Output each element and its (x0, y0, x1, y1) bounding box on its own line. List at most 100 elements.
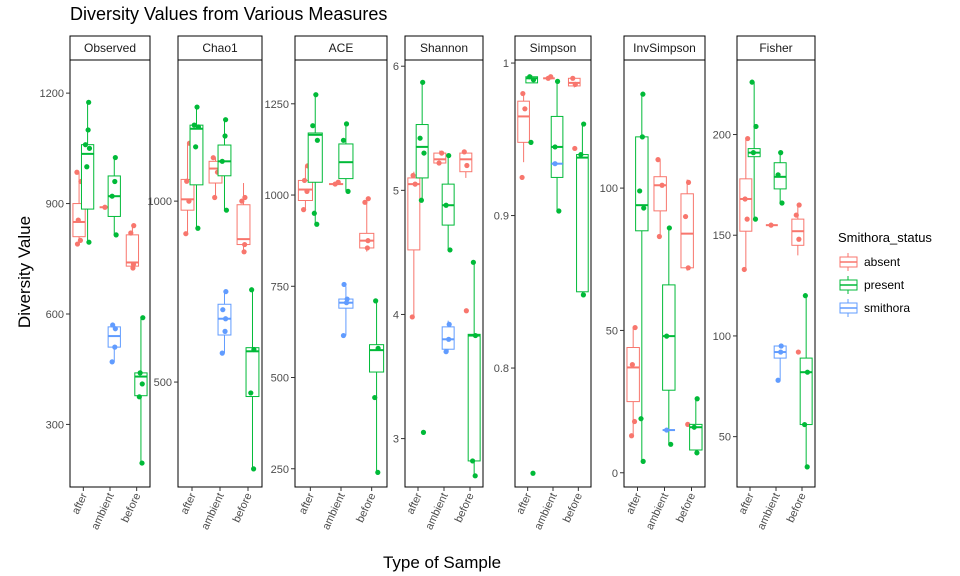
data-point (631, 418, 638, 425)
y-tick-label: 200 (713, 130, 731, 142)
data-point (222, 133, 228, 139)
data-point (109, 359, 115, 365)
data-point (629, 361, 635, 368)
data-point (365, 238, 371, 244)
x-tick-label: after (405, 491, 425, 516)
data-point (311, 210, 317, 216)
data-point (691, 424, 697, 430)
data-point (464, 162, 470, 169)
data-point (364, 245, 370, 251)
data-point (82, 142, 89, 148)
data-point (793, 212, 799, 218)
box-before-present (369, 298, 385, 476)
data-point (472, 473, 478, 479)
data-point (749, 79, 755, 85)
data-point (750, 150, 756, 156)
box-ambient-present (662, 225, 676, 447)
box-before-present (689, 396, 703, 456)
data-point (640, 458, 646, 464)
box-ambient-smithora (217, 288, 232, 356)
data-point (223, 117, 229, 123)
strip-header (514, 35, 592, 61)
data-point (109, 193, 115, 199)
data-point (345, 188, 351, 194)
data-point (365, 196, 371, 202)
data-point (372, 394, 378, 401)
data-point (694, 396, 700, 402)
data-point (375, 469, 381, 476)
data-point (656, 233, 662, 240)
data-point (417, 135, 423, 141)
y-tick-label: 100 (713, 331, 731, 343)
data-point (137, 370, 143, 376)
y-tick-label: 5 (393, 185, 399, 197)
data-point (752, 216, 759, 222)
x-tick-label: before (231, 491, 255, 524)
x-tick-label: after (514, 491, 534, 516)
box-body (653, 176, 667, 212)
x-tick-label: ambient (423, 491, 450, 532)
data-point (74, 169, 80, 175)
y-tick-label: 600 (46, 309, 64, 321)
y-tick-label: 1250 (265, 99, 289, 111)
y-tick-label: 50 (606, 325, 618, 337)
legend-label: smithora (864, 301, 910, 315)
data-point (362, 199, 368, 205)
box-after-absent (297, 163, 313, 213)
data-point (802, 293, 808, 299)
y-tick-label: 1200 (40, 88, 64, 100)
panel-frame (177, 59, 263, 488)
panel-observed: Observed 300 600 900 1200 after ambient before (40, 35, 151, 532)
data-point (343, 121, 350, 127)
data-point (447, 247, 453, 253)
box-before-present (467, 259, 481, 479)
data-point (222, 328, 228, 334)
x-tick-label: after (297, 491, 317, 516)
data-point (223, 288, 229, 295)
data-point (744, 216, 750, 222)
x-tick-label: before (785, 491, 809, 524)
box-body (791, 218, 805, 246)
data-point (77, 237, 83, 243)
box-ambient-present (217, 117, 232, 213)
box-after-present (189, 104, 204, 231)
box-before-absent (791, 202, 805, 355)
data-point (768, 222, 774, 228)
x-tick-label: after (737, 491, 757, 516)
data-point (340, 137, 347, 143)
data-point (522, 106, 528, 112)
data-point (745, 135, 751, 142)
box-after-absent (407, 171, 421, 320)
data-point (193, 144, 199, 150)
data-point (300, 207, 307, 213)
panel-invsimpson: InvSimpson 0 50 100 after ambient before (600, 35, 706, 532)
data-point (578, 151, 584, 158)
data-point (128, 230, 134, 236)
legend-item-absent: absent (839, 253, 901, 271)
box-after-absent (180, 140, 195, 237)
box-before-absent (236, 183, 251, 255)
box-body (635, 136, 649, 232)
data-point (86, 239, 92, 245)
y-tick-label: 100 (600, 183, 618, 195)
data-point (802, 421, 808, 428)
box-before-absent (359, 196, 375, 252)
data-point (86, 99, 92, 105)
legend-label: absent (864, 255, 901, 269)
data-point (210, 155, 216, 161)
x-tick-label: after (179, 491, 199, 516)
x-tick-label: ambient (755, 491, 782, 532)
data-point (223, 316, 229, 322)
box-body (689, 423, 703, 451)
strip-header (294, 35, 388, 61)
data-point (640, 91, 646, 97)
data-point (139, 381, 145, 387)
strip-label: Observed (84, 41, 136, 55)
box-body (369, 344, 385, 373)
strip-header (623, 35, 706, 61)
box-body (415, 124, 429, 179)
box-after-present (747, 79, 761, 222)
